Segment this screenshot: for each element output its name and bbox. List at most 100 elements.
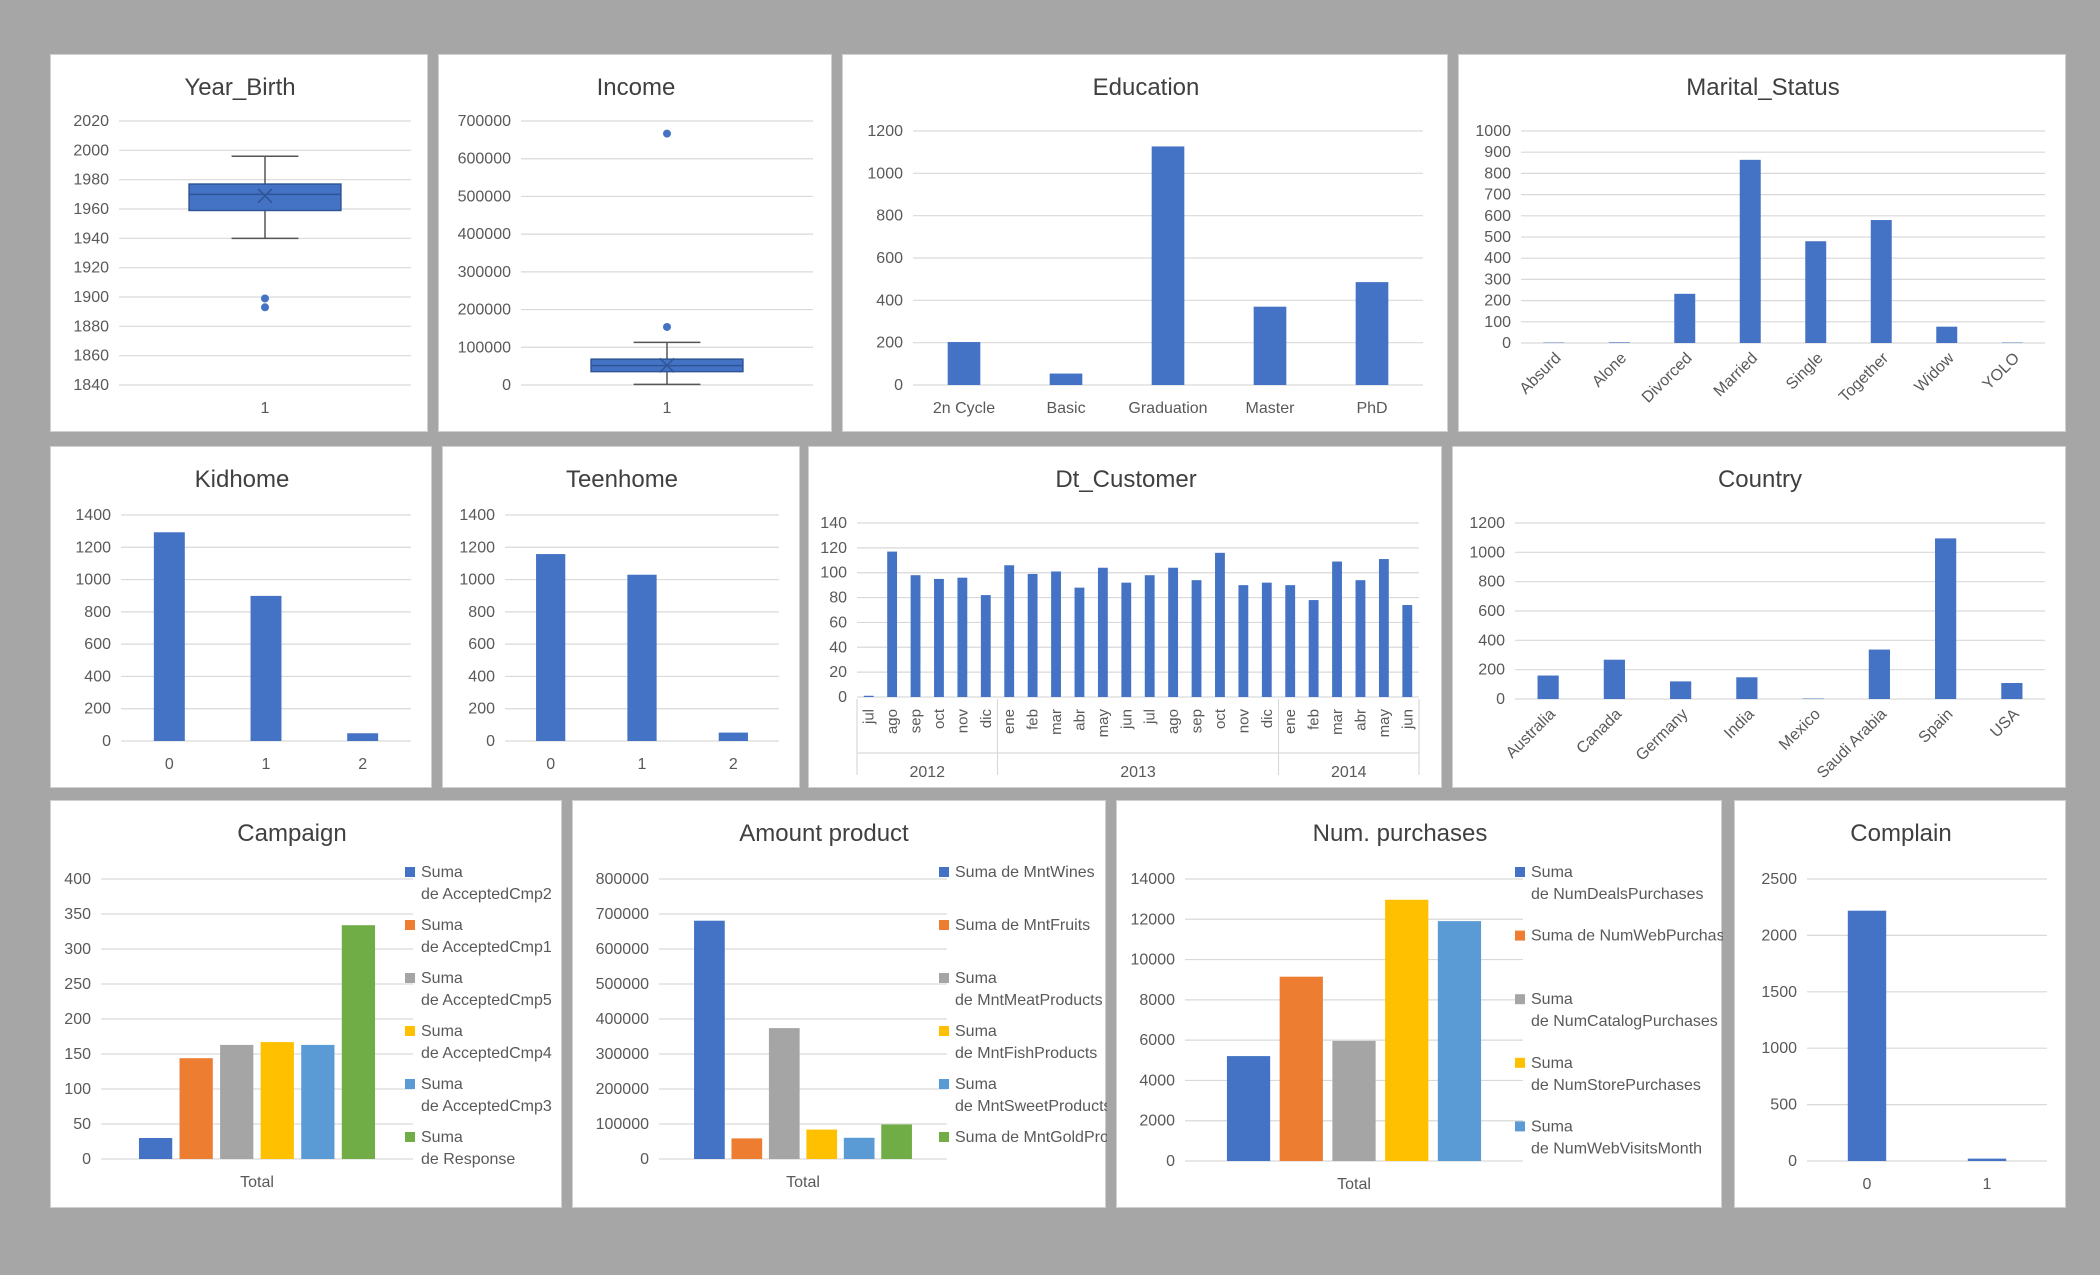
group-label: 2013 bbox=[1120, 764, 1156, 781]
y-tick-label: 100 bbox=[64, 1081, 91, 1098]
y-tick-label: 1000 bbox=[1761, 1040, 1797, 1057]
y-tick-label: 800 bbox=[84, 604, 111, 621]
legend-swatch bbox=[405, 920, 415, 930]
group-label: 2012 bbox=[909, 764, 945, 781]
bar-suma-de-mntfishproducts bbox=[806, 1129, 838, 1159]
y-tick-label: 1500 bbox=[1761, 984, 1797, 1001]
bar-ago bbox=[887, 551, 898, 697]
legend-swatch bbox=[1515, 1057, 1525, 1068]
y-tick-label: 50 bbox=[73, 1116, 91, 1133]
legend-swatch bbox=[405, 973, 415, 983]
box-mean-marker bbox=[257, 188, 273, 204]
y-tick-label: 300000 bbox=[596, 1046, 649, 1063]
bar-widow bbox=[1936, 326, 1958, 343]
bar-sep bbox=[910, 575, 921, 697]
chart-panel-complain: Complain 0 500 1000 1500 2000 2500 0 1 bbox=[1734, 800, 2066, 1208]
x-tick-label: India bbox=[1721, 706, 1758, 743]
y-tick-label: 600 bbox=[1484, 208, 1511, 225]
y-tick-label: 1940 bbox=[73, 230, 109, 247]
x-tick-label: jun bbox=[1118, 709, 1135, 730]
legend-swatch bbox=[1515, 1121, 1525, 1132]
y-tick-label: 200000 bbox=[596, 1081, 649, 1098]
x-tick-label: Spain bbox=[1915, 706, 1956, 747]
legend-label: Suma de NumCatalogPurchases bbox=[1531, 991, 1718, 1030]
chart-svg-campaign: Campaign 0 50 100 150 200 250 300 350 400 Total Sum… bbox=[64, 820, 552, 1191]
bar-nov bbox=[957, 577, 968, 697]
legend-swatch bbox=[939, 1079, 949, 1089]
bar-mar bbox=[1332, 561, 1342, 697]
y-tick-label: 0 bbox=[502, 377, 511, 394]
outlier-point bbox=[663, 322, 671, 331]
bar-jul bbox=[863, 695, 874, 697]
x-tick-label: dic bbox=[1259, 709, 1276, 729]
x-tick-label: 2 bbox=[729, 756, 738, 773]
y-tick-label: 2000 bbox=[1139, 1113, 1175, 1130]
bar-ago bbox=[1168, 567, 1179, 697]
bar-oct bbox=[1215, 552, 1225, 697]
y-tick-label: 1200 bbox=[867, 123, 903, 140]
bar-single bbox=[1805, 241, 1827, 343]
y-tick-label: 100 bbox=[820, 565, 847, 582]
y-tick-label: 400000 bbox=[596, 1011, 649, 1028]
legend-label: Suma de AcceptedCmp3 bbox=[421, 1076, 552, 1115]
bar-2n-cycle bbox=[947, 342, 981, 385]
bar-suma-de-acceptedcmp2 bbox=[138, 1138, 173, 1159]
chart-panel-purchases: Num. purchases 0 2000 4000 6000 8000 10000 1200… bbox=[1116, 800, 1723, 1208]
bar-basic bbox=[1049, 373, 1083, 385]
x-tick-label: Graduation bbox=[1128, 400, 1207, 417]
bar-suma-de-acceptedcmp4 bbox=[260, 1042, 294, 1159]
legend-label: Suma de AcceptedCmp5 bbox=[421, 970, 552, 1009]
y-tick-label: 40 bbox=[829, 639, 847, 656]
legend-label: Suma de Response bbox=[421, 1129, 515, 1168]
chart-panel-teenhome: Teenhome 0 200 400 600 800 1000 1200 1400 0 1 2 bbox=[442, 446, 800, 788]
x-tick-label: Total bbox=[240, 1174, 274, 1191]
y-tick-label: 1960 bbox=[73, 201, 109, 218]
legend-label: Suma de NumStorePurchases bbox=[1531, 1055, 1701, 1094]
bar-suma-de-numstorepurchases bbox=[1385, 899, 1429, 1161]
bar-dic bbox=[1261, 582, 1272, 697]
y-tick-label: 400 bbox=[64, 871, 91, 888]
outlier-point bbox=[663, 129, 671, 138]
y-tick-label: 20 bbox=[829, 664, 847, 681]
group-label: 2014 bbox=[1331, 764, 1367, 781]
y-tick-label: 10000 bbox=[1131, 952, 1176, 969]
chart-svg-year_birth: Year_Birth 1840 1860 1880 1900 1920 1940 1960 19… bbox=[73, 74, 411, 417]
y-tick-label: 700000 bbox=[596, 906, 649, 923]
y-tick-label: 1000 bbox=[1469, 544, 1505, 561]
bar-india bbox=[1736, 677, 1758, 699]
chart-panel-education: Education 0 200 400 600 800 1000 1200 2n Cycle Ba… bbox=[842, 54, 1448, 432]
box-iqr bbox=[188, 183, 342, 212]
y-tick-label: 100000 bbox=[596, 1116, 649, 1133]
chart-svg-amount: Amount product 0 100000 200000 300000 400000 5… bbox=[596, 820, 1107, 1191]
bar-germany bbox=[1670, 681, 1692, 699]
legend-label: Suma de MntMeatProducts bbox=[955, 970, 1103, 1009]
bar-feb bbox=[1308, 600, 1319, 697]
bar-0 bbox=[536, 554, 566, 741]
chart-title: Amount product bbox=[739, 820, 909, 847]
bar-suma-de-mntsweetproducts bbox=[843, 1137, 875, 1159]
chart-panel-year_birth: Year_Birth 1840 1860 1880 1900 1920 1940 1960 19… bbox=[50, 54, 428, 432]
y-tick-label: 300 bbox=[64, 941, 91, 958]
bar-suma-de-numdealspurchases bbox=[1226, 1056, 1271, 1161]
legend-swatch bbox=[1515, 930, 1525, 941]
y-tick-label: 1200 bbox=[75, 539, 111, 556]
y-tick-label: 1000 bbox=[459, 572, 495, 589]
bar-suma-de-acceptedcmp3 bbox=[301, 1044, 335, 1159]
chart-title: Teenhome bbox=[566, 466, 678, 493]
box-mean-marker bbox=[659, 357, 675, 373]
y-tick-label: 0 bbox=[82, 1151, 91, 1168]
x-tick-label: USA bbox=[1987, 706, 2023, 742]
chart-title: Num. purchases bbox=[1313, 820, 1488, 847]
y-tick-label: 600 bbox=[84, 636, 111, 653]
x-tick-label: abr bbox=[1071, 709, 1088, 731]
x-tick-label: 1 bbox=[1983, 1176, 1992, 1193]
y-tick-label: 400 bbox=[1484, 250, 1511, 267]
y-tick-label: 200 bbox=[84, 701, 111, 718]
legend-swatch bbox=[1515, 994, 1525, 1005]
legend-swatch bbox=[939, 973, 949, 983]
bar-married bbox=[1739, 159, 1761, 343]
y-tick-label: 1000 bbox=[75, 572, 111, 589]
x-tick-label: Divorced bbox=[1639, 350, 1696, 407]
y-tick-label: 800 bbox=[876, 208, 903, 225]
bar-may bbox=[1097, 567, 1108, 697]
